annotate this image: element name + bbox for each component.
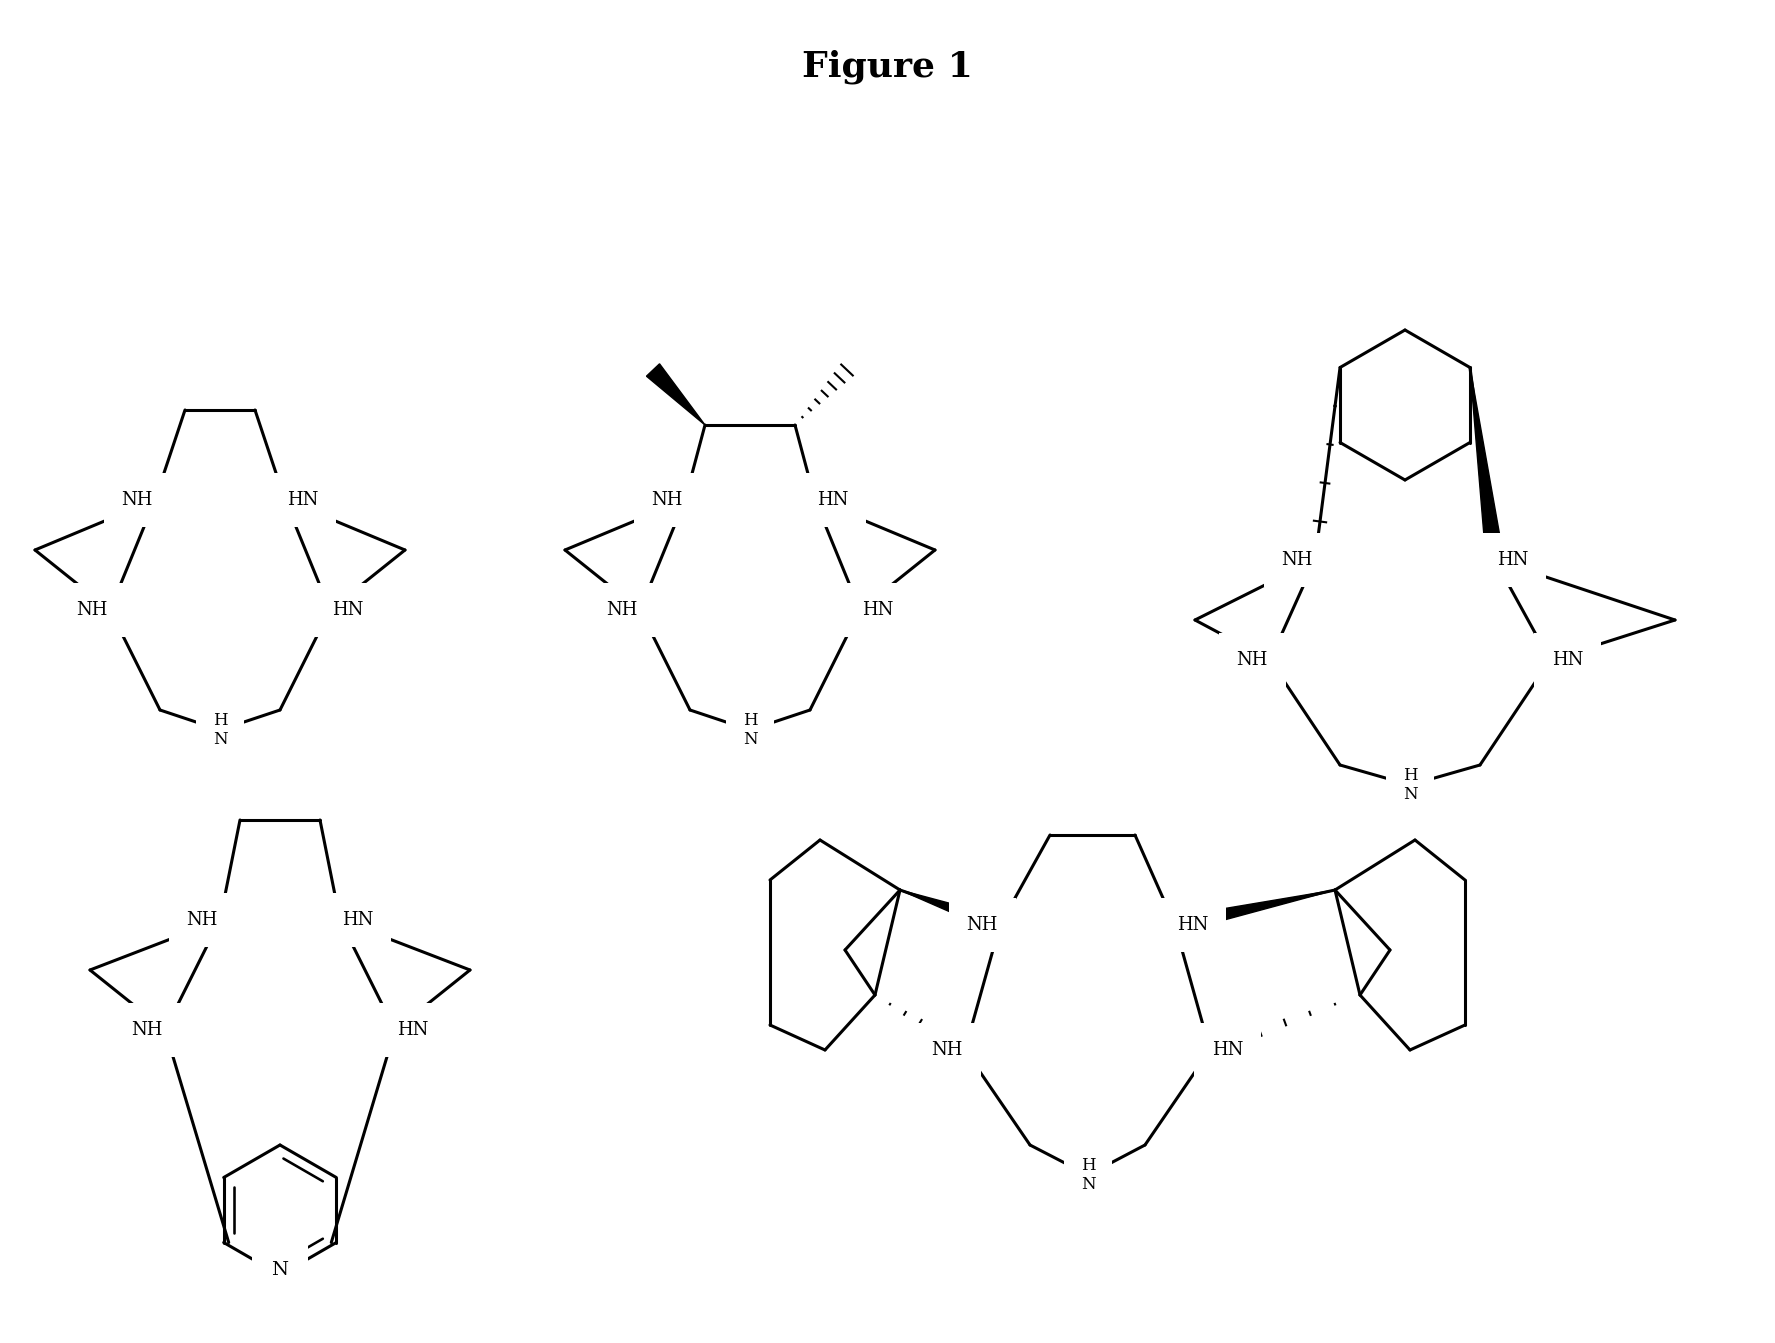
Text: HN: HN bbox=[288, 492, 318, 509]
Polygon shape bbox=[1173, 890, 1335, 933]
Text: H
N: H N bbox=[1402, 767, 1416, 803]
Text: HN: HN bbox=[332, 602, 364, 619]
Text: NH: NH bbox=[186, 911, 218, 929]
Text: NH: NH bbox=[1237, 651, 1267, 669]
Text: Figure 1: Figure 1 bbox=[802, 50, 973, 85]
Text: NH: NH bbox=[607, 602, 637, 619]
Text: HN: HN bbox=[816, 492, 848, 509]
Text: HN: HN bbox=[398, 1021, 428, 1039]
Text: H
N: H N bbox=[742, 712, 758, 748]
Text: NH: NH bbox=[651, 492, 683, 509]
Text: HN: HN bbox=[1496, 551, 1528, 569]
Text: NH: NH bbox=[967, 916, 998, 933]
Text: HN: HN bbox=[343, 911, 373, 929]
Polygon shape bbox=[646, 364, 705, 424]
Text: HN: HN bbox=[863, 602, 893, 619]
Text: HN: HN bbox=[1551, 651, 1583, 669]
Polygon shape bbox=[900, 890, 1003, 932]
Text: N: N bbox=[272, 1261, 289, 1279]
Text: NH: NH bbox=[932, 1041, 964, 1060]
Text: NH: NH bbox=[76, 602, 108, 619]
Text: NH: NH bbox=[122, 492, 153, 509]
Text: NH: NH bbox=[1282, 551, 1314, 569]
Text: H
N: H N bbox=[1081, 1156, 1095, 1194]
Text: HN: HN bbox=[1212, 1041, 1242, 1060]
Polygon shape bbox=[1470, 368, 1503, 561]
Text: H
N: H N bbox=[213, 712, 227, 748]
Text: NH: NH bbox=[131, 1021, 163, 1039]
Text: HN: HN bbox=[1177, 916, 1209, 933]
